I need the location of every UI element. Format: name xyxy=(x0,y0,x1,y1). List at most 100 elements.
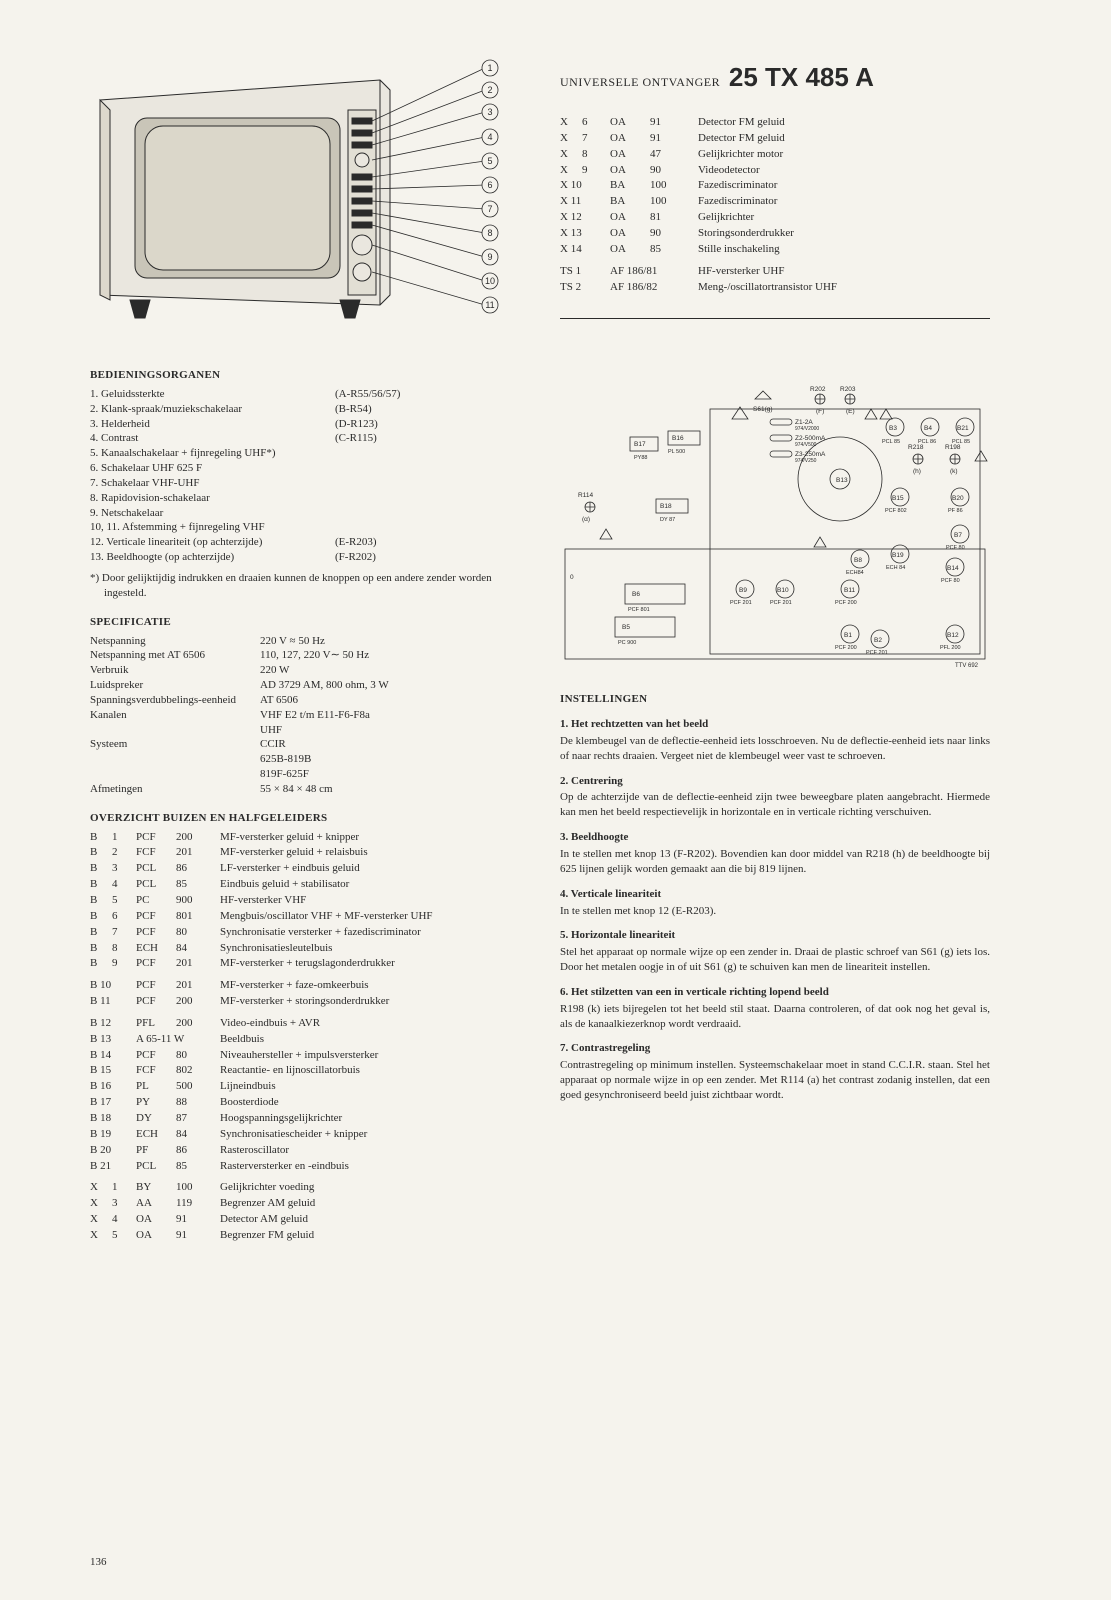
svg-text:B11: B11 xyxy=(844,587,855,594)
tube-row: B 18DY87Hoogspanningsgelijkrichter xyxy=(90,1111,520,1126)
svg-text:(α): (α) xyxy=(582,516,590,523)
tube-row: B 21PCL85Rasterversterker en -eindbuis xyxy=(90,1159,520,1174)
svg-text:PCF 201: PCF 201 xyxy=(730,600,752,606)
control-row: 8. Rapidovision-schakelaar xyxy=(90,491,520,506)
x-row: X 11BA100Fazediscriminator xyxy=(560,194,990,209)
svg-text:(h): (h) xyxy=(913,468,921,475)
control-row: 4. Contrast(C-R115) xyxy=(90,431,520,446)
tube-row: B 11PCF200MF-versterker + storingsonderd… xyxy=(90,994,520,1009)
callout-3: 3 xyxy=(487,107,492,117)
control-row: 1. Geluidssterkte(A-R55/56/57) xyxy=(90,387,520,402)
spec-row: KanalenVHF E2 t/m E11-F6-F8a xyxy=(90,708,520,723)
tubes-heading: OVERZICHT BUIZEN EN HALFGELEIDERS xyxy=(90,811,520,826)
tube-row: X3AA119Begrenzer AM geluid xyxy=(90,1196,520,1211)
svg-text:B14: B14 xyxy=(947,565,959,572)
svg-text:B5: B5 xyxy=(622,624,630,631)
svg-text:PCF 201: PCF 201 xyxy=(770,600,792,606)
svg-text:B16: B16 xyxy=(672,435,684,442)
inst-body: In te stellen met knop 13 (F-R202). Bove… xyxy=(560,847,990,877)
svg-text:B4: B4 xyxy=(924,425,932,432)
inst-title: 5. Horizontale lineariteit xyxy=(560,928,990,943)
svg-text:TTV 692: TTV 692 xyxy=(955,663,979,669)
ts-row: TS 1AF 186/81HF-versterker UHF xyxy=(560,264,990,279)
svg-text:ECH 84: ECH 84 xyxy=(886,565,905,571)
tube-row: B 10PCF201MF-versterker + faze-omkeerbui… xyxy=(90,978,520,993)
svg-text:B3: B3 xyxy=(889,425,897,432)
ts-row: TS 2AF 186/82Meng-/oscillatortransistor … xyxy=(560,280,990,295)
tube-row: B7PCF80Synchronisatie versterker + fazed… xyxy=(90,925,520,940)
tubes-b3: B 12PFL200Video-eindbuis + AVRB 13A 65-1… xyxy=(90,1016,520,1173)
spec-row: 819F-625F xyxy=(90,767,520,782)
svg-text:B8: B8 xyxy=(854,557,862,564)
inst-body: De klembeugel van de deflectie-eenheid i… xyxy=(560,734,990,764)
controls-footnote: *) Door gelijktijdig indrukken en draaie… xyxy=(90,571,520,601)
svg-text:B19: B19 xyxy=(892,552,904,559)
spec-row: SysteemCCIR xyxy=(90,737,520,752)
tube-row: B3PCL86LF-versterker + eindbuis geluid xyxy=(90,861,520,876)
svg-text:(E): (E) xyxy=(846,408,855,415)
page-title: UNIVERSELE ONTVANGER 25 TX 485 A xyxy=(560,60,990,95)
callout-5: 5 xyxy=(487,156,492,166)
tube-row: B 13A 65-11 WBeeldbuis xyxy=(90,1032,520,1047)
divider xyxy=(560,318,990,319)
tube-row: X5OA91Begrenzer FM geluid xyxy=(90,1228,520,1243)
svg-text:974/V2000: 974/V2000 xyxy=(795,426,819,432)
x-row: X7OA91Detector FM geluid xyxy=(560,131,990,146)
svg-text:S61(g): S61(g) xyxy=(753,406,773,413)
spec-list: Netspanning220 V ≈ 50 HzNetspanning met … xyxy=(90,634,520,797)
inst-heading: INSTELLINGEN xyxy=(560,692,990,707)
svg-text:B6: B6 xyxy=(632,591,640,598)
svg-text:B21: B21 xyxy=(957,425,969,432)
inst-title: 2. Centrering xyxy=(560,774,990,789)
control-row: 3. Helderheid(D-R123) xyxy=(90,417,520,432)
svg-text:PY88: PY88 xyxy=(634,455,647,461)
svg-text:R114: R114 xyxy=(578,492,593,499)
tubes-b: B1PCF200MF-versterker geluid + knipperB2… xyxy=(90,830,520,972)
svg-text:R198: R198 xyxy=(945,444,961,451)
svg-text:B7: B7 xyxy=(954,532,962,539)
spec-row: Netspanning220 V ≈ 50 Hz xyxy=(90,634,520,649)
svg-text:B10: B10 xyxy=(777,587,789,594)
svg-text:B9: B9 xyxy=(739,587,747,594)
svg-text:PCL 85: PCL 85 xyxy=(882,439,900,445)
tube-row: B 16PL500Lijneindbuis xyxy=(90,1079,520,1094)
svg-text:PCF 80: PCF 80 xyxy=(946,545,965,551)
tube-row: B6PCF801Mengbuis/oscillator VHF + MF-ver… xyxy=(90,909,520,924)
inst-title: 7. Contrastregeling xyxy=(560,1041,990,1056)
inst-title: 4. Verticale lineariteit xyxy=(560,887,990,902)
callout-2: 2 xyxy=(487,85,492,95)
svg-text:0: 0 xyxy=(570,574,574,581)
tube-row: B8ECH84Synchronisatiesleutelbuis xyxy=(90,941,520,956)
control-row: 12. Verticale lineariteit (op achterzijd… xyxy=(90,535,520,550)
spec-row: Netspanning met AT 6506110, 127, 220 V∼ … xyxy=(90,648,520,663)
control-row: 2. Klank-spraak/muziekschakelaar(B-R54) xyxy=(90,402,520,417)
control-row: 10, 11. Afstemming + fijnregeling VHF xyxy=(90,520,520,535)
x-row: X 13OA90Storingsonderdrukker xyxy=(560,226,990,241)
inst-body: R198 (k) iets bijregelen tot het beeld s… xyxy=(560,1002,990,1032)
spec-heading: SPECIFICATIE xyxy=(90,615,520,630)
tube-row: B 20PF86Rasteroscillator xyxy=(90,1143,520,1158)
svg-text:PCF 200: PCF 200 xyxy=(835,600,857,606)
x-row: X6OA91Detector FM geluid xyxy=(560,115,990,130)
header-sub: UNIVERSELE ONTVANGER xyxy=(560,75,720,89)
callout-8: 8 xyxy=(487,228,492,238)
callout-9: 9 xyxy=(487,252,492,262)
svg-text:974/V250: 974/V250 xyxy=(795,458,817,464)
page-number: 136 xyxy=(90,1555,107,1570)
svg-text:PF 86: PF 86 xyxy=(948,508,963,514)
tube-row: B2FCF201MF-versterker geluid + relaisbui… xyxy=(90,845,520,860)
svg-text:B1: B1 xyxy=(844,632,852,639)
svg-text:R203: R203 xyxy=(840,386,856,393)
callout-1: 1 xyxy=(487,63,492,73)
inst-title: 6. Het stilzetten van een in verticale r… xyxy=(560,985,990,1000)
callout-6: 6 xyxy=(487,180,492,190)
tube-row: B4PCL85Eindbuis geluid + stabilisator xyxy=(90,877,520,892)
callout-10: 10 xyxy=(485,276,495,286)
svg-text:B20: B20 xyxy=(952,495,964,502)
svg-text:PL 500: PL 500 xyxy=(668,449,685,455)
x-row: X 10BA100Fazediscriminator xyxy=(560,178,990,193)
inst-body: Contrastregeling op minimum instellen. S… xyxy=(560,1058,990,1103)
control-row: 7. Schakelaar VHF-UHF xyxy=(90,476,520,491)
inst-title: 1. Het rechtzetten van het beeld xyxy=(560,717,990,732)
callout-4: 4 xyxy=(487,132,492,142)
